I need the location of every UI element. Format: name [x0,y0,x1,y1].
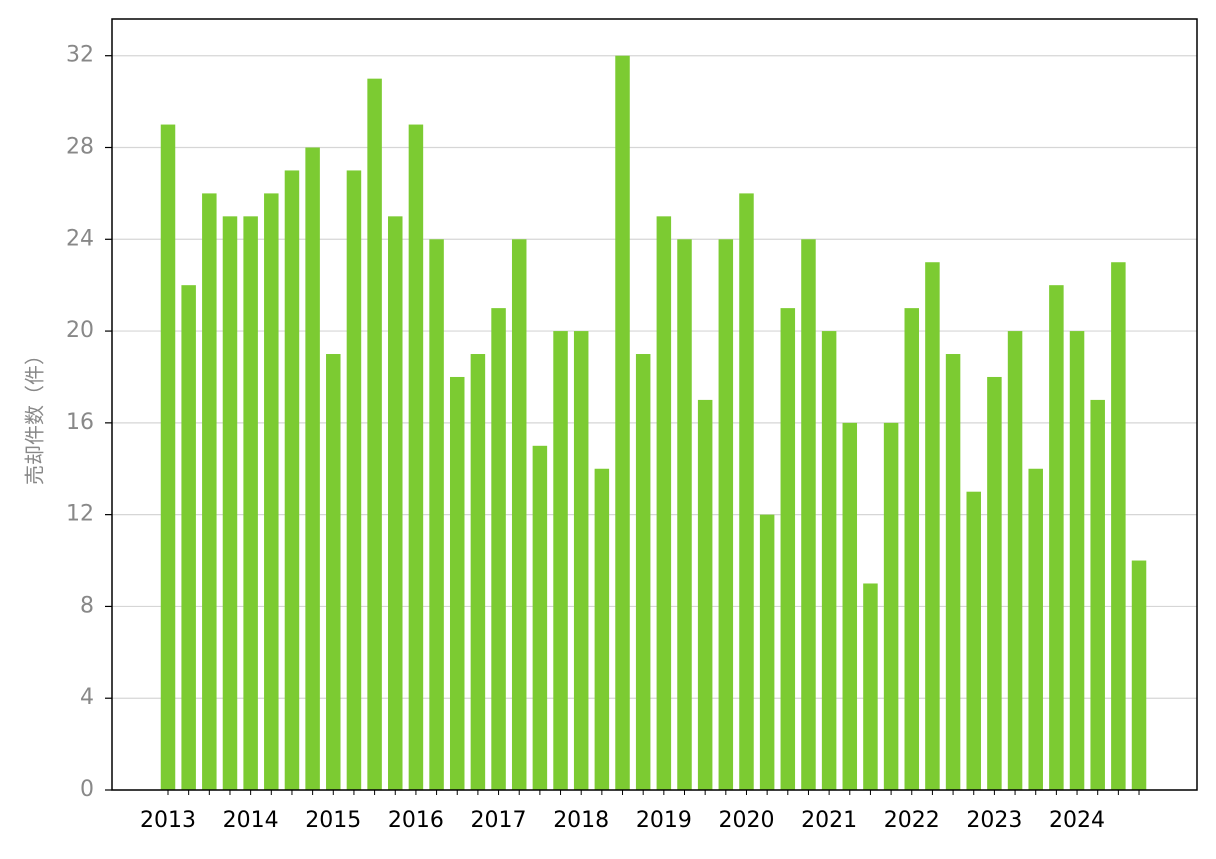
bar [491,308,506,790]
y-tick-label: 0 [80,777,94,802]
bar [243,216,258,790]
x-tick-label: 2015 [305,808,361,833]
plot-frame [111,18,1198,791]
y-tick-label: 16 [66,410,94,435]
x-tick-label: 2013 [140,808,196,833]
bar [759,514,775,790]
bar [594,468,610,790]
x-tick-label: 2018 [553,808,609,833]
x-tick-label: 2019 [636,808,692,833]
bar [987,376,1002,790]
bar [305,147,320,790]
x-tick-label: 2014 [223,808,279,833]
bar [883,422,899,790]
x-tick-label: 2020 [718,808,774,833]
bar [945,354,961,790]
bar [904,308,920,790]
x-tick-label: 2023 [966,808,1022,833]
bar [635,354,651,790]
y-tick-label: 4 [80,685,94,710]
bar [801,239,816,791]
bar [181,285,196,790]
y-axis-label: 売却件数（件） [23,345,47,485]
bar [821,331,837,790]
bar [615,55,630,790]
bar [326,354,341,790]
bar [388,216,403,790]
bar [429,239,444,791]
bar [264,193,279,791]
bar [697,399,713,790]
x-tick-label: 2024 [1049,808,1105,833]
bar [718,239,734,791]
bar [780,308,796,790]
bar [222,216,238,790]
bar [925,262,940,790]
bar [1069,331,1085,790]
bar [842,422,858,790]
y-tick-label: 28 [66,135,94,160]
bar [573,331,589,790]
bar [470,354,486,790]
bar [532,445,548,790]
bar [408,124,424,790]
bar [346,170,362,791]
x-tick-label: 2022 [884,808,940,833]
bar [160,124,176,790]
x-tick-label: 2021 [801,808,857,833]
bar [1090,399,1105,790]
bar [966,491,981,790]
bar [739,193,754,791]
bar [1028,468,1043,790]
bar [449,376,465,790]
y-tick-label: 8 [80,593,94,618]
y-tick-label: 32 [66,43,94,68]
x-tick-label: 2016 [388,808,444,833]
bar [1111,262,1126,790]
y-tick-label: 12 [66,502,94,527]
bar [202,193,217,791]
bar [1049,285,1064,790]
bar [863,583,878,790]
bar [367,78,382,791]
bar [677,239,692,791]
y-tick-label: 24 [66,226,94,251]
bar [1007,331,1023,790]
bar [656,216,672,790]
bar [511,239,527,791]
bar [284,170,300,791]
x-tick-label: 2017 [471,808,527,833]
y-tick-label: 20 [66,318,94,343]
bar [553,331,568,790]
bar [1131,560,1147,790]
